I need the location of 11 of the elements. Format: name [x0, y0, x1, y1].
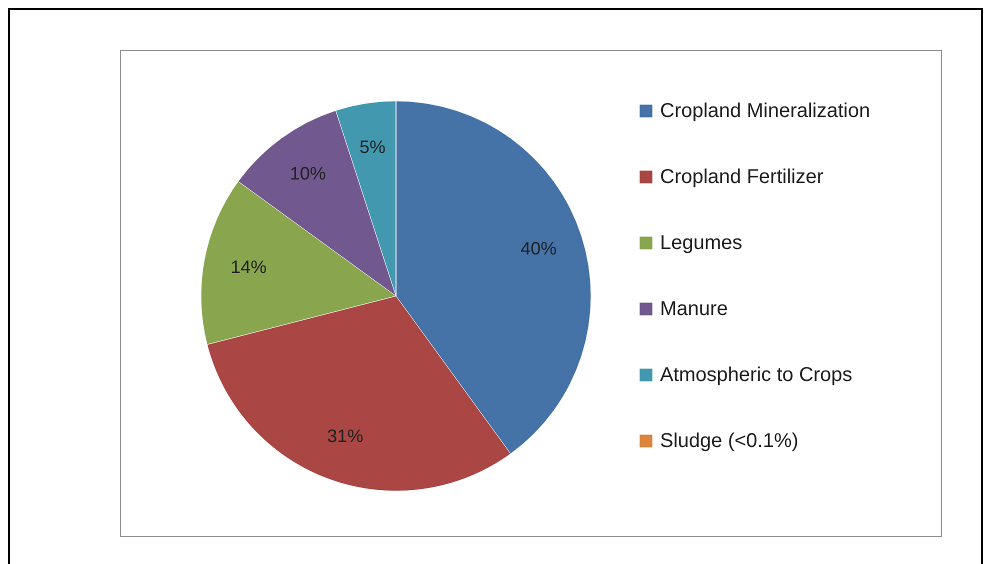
data-label: 14%	[230, 256, 267, 277]
legend-label: Cropland Fertilizer	[660, 166, 824, 188]
legend-label: Atmospheric to Crops	[660, 364, 852, 386]
legend-label: Cropland Mineralization	[660, 100, 870, 122]
data-label: 40%	[520, 238, 557, 259]
data-label: 10%	[290, 164, 326, 184]
legend-label: Manure	[660, 298, 728, 320]
legend-label: Sludge (<0.1%)	[660, 430, 798, 452]
legend-label: Legumes	[660, 232, 742, 254]
data-label: 5%	[360, 136, 386, 157]
data-label: 31%	[327, 426, 364, 446]
